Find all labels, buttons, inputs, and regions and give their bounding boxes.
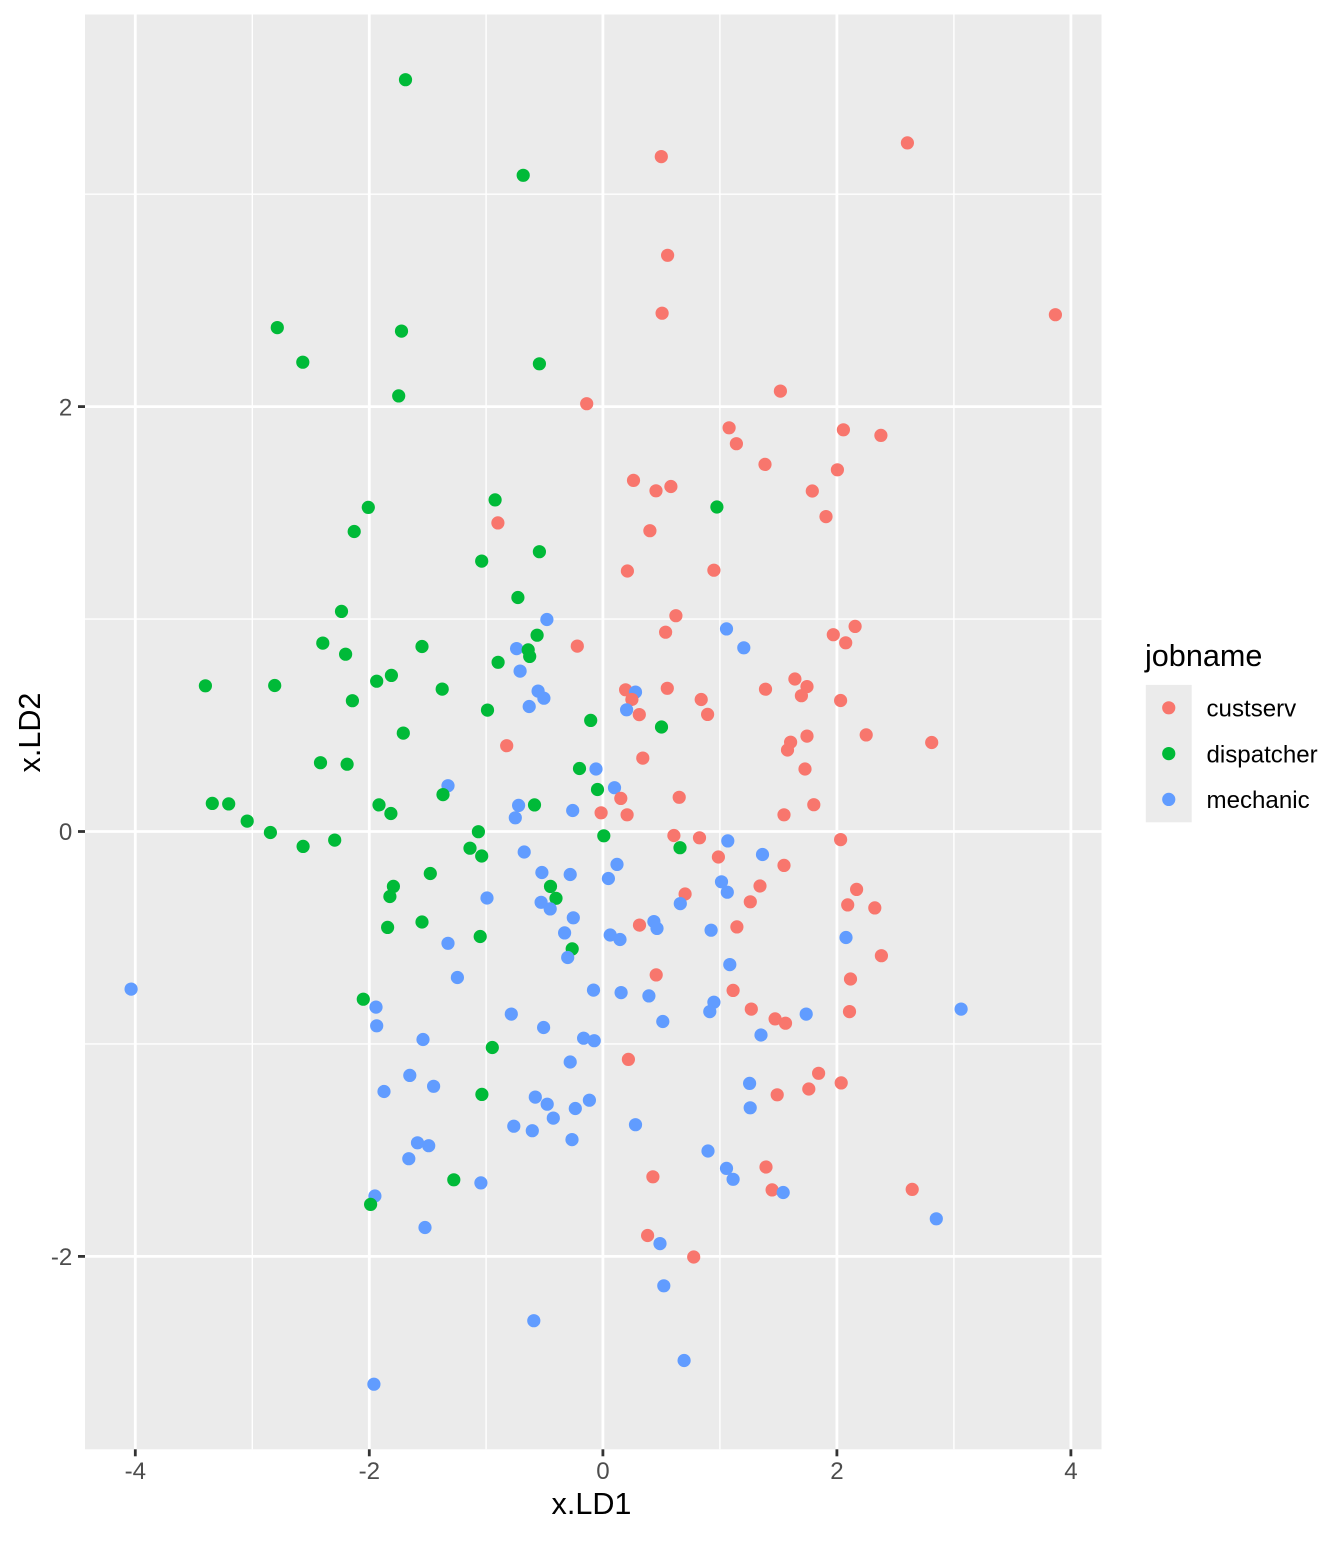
svg-text:dispatcher: dispatcher (1207, 741, 1318, 768)
svg-text:-2: -2 (359, 1458, 380, 1485)
svg-text:mechanic: mechanic (1207, 787, 1310, 814)
svg-text:x.LD2: x.LD2 (13, 693, 47, 773)
svg-text:x.LD1: x.LD1 (552, 1487, 632, 1521)
svg-text:-2: -2 (51, 1244, 72, 1271)
svg-text:custserv: custserv (1207, 696, 1297, 723)
svg-text:0: 0 (59, 819, 72, 846)
svg-text:2: 2 (830, 1458, 843, 1485)
svg-text:2: 2 (59, 394, 72, 421)
svg-text:0: 0 (596, 1458, 609, 1485)
svg-text:4: 4 (1064, 1458, 1077, 1485)
svg-text:jobname: jobname (1144, 639, 1262, 673)
svg-text:-4: -4 (125, 1458, 146, 1485)
